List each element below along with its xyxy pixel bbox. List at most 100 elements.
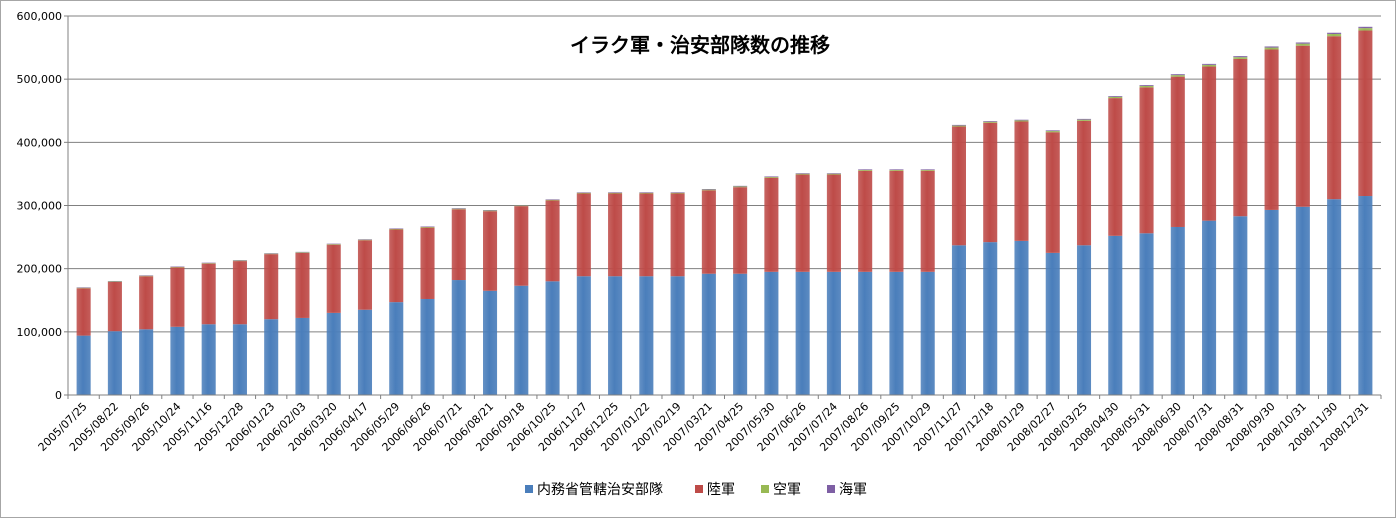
legend-label: 内務省管轄治安部隊 (537, 482, 663, 498)
bar-segment (576, 276, 591, 395)
gridlines (68, 15, 1381, 396)
bar-segment (889, 169, 904, 170)
bar-segment (1295, 206, 1310, 395)
bar-segment (1295, 42, 1310, 44)
bar-segment (545, 200, 560, 282)
bar-segment (170, 267, 185, 327)
bar-segment (107, 281, 122, 282)
bar-segment (1170, 76, 1185, 227)
bar-segment (889, 170, 904, 272)
bar-segment (389, 228, 404, 229)
bar-segment (545, 199, 560, 201)
bars (76, 26, 1373, 395)
bar-segment (264, 254, 279, 320)
bar-segment (1202, 64, 1217, 67)
bar-segment (1045, 252, 1060, 395)
bar-segment (1108, 96, 1123, 99)
bar-segment (1076, 118, 1092, 120)
bar-segment (795, 173, 810, 174)
bar-segment (701, 189, 716, 191)
bar-segment (389, 229, 404, 303)
bar-segment (733, 185, 748, 187)
bar-segment (483, 211, 498, 291)
bar-segment (701, 273, 716, 395)
bar-segment (1170, 226, 1185, 395)
bar-segment (983, 121, 998, 123)
bar-segment (139, 329, 154, 395)
legend: 内務省管轄治安部隊 陸軍 空軍 海軍 (525, 482, 867, 498)
bar-segment (1014, 240, 1029, 395)
y-tick-label: 200,000 (17, 263, 63, 276)
bar-segment (483, 290, 498, 395)
bar-segment (1358, 30, 1373, 197)
bar-segment (701, 190, 716, 274)
bar-segment (1358, 196, 1373, 395)
bar-segment (983, 242, 998, 395)
bar-segment (639, 276, 654, 395)
bar-segment (1264, 49, 1279, 210)
bar-segment (858, 170, 873, 272)
bar-segment (1045, 132, 1060, 253)
bar-segment (514, 285, 529, 395)
bar-segment (1327, 36, 1342, 200)
bar-segment (326, 244, 341, 245)
bar-segment (608, 192, 623, 193)
y-tick-label: 0 (55, 389, 62, 402)
bar-segment (639, 193, 654, 277)
bar-segment (1233, 56, 1248, 58)
bar-segment (1045, 130, 1060, 132)
bar-segment (1233, 57, 1248, 59)
bar-segment (670, 192, 685, 193)
bar-segment (139, 276, 154, 330)
bar-segment (858, 169, 873, 171)
bar-segment (639, 192, 654, 193)
bar-segment (1264, 209, 1279, 395)
y-tick-label: 600,000 (17, 10, 63, 23)
bar-segment (1264, 46, 1279, 48)
bar-segment (1327, 34, 1342, 37)
bar-segment (357, 240, 373, 310)
bar-segment (295, 317, 310, 395)
bar-segment (514, 204, 529, 206)
bar-segment (389, 228, 404, 230)
bar-segment (76, 288, 91, 336)
bar-segment (795, 174, 810, 272)
bar-segment (1014, 121, 1029, 241)
bar-segment (1108, 98, 1123, 236)
bar-segment (983, 122, 998, 243)
legend-swatch (525, 485, 533, 493)
bar-segment (451, 209, 466, 281)
bar-segment (889, 271, 904, 395)
bar-segment (858, 271, 873, 395)
y-tick-label: 300,000 (17, 200, 63, 213)
bar-segment (232, 324, 247, 395)
bar-segment (889, 169, 904, 171)
bar-segment (1076, 245, 1092, 395)
bar-segment (357, 239, 373, 241)
bar-segment (576, 192, 591, 193)
legend-swatch (761, 485, 769, 493)
bar-segment (858, 169, 873, 170)
bar-segment (1076, 120, 1092, 246)
bar-segment (1108, 96, 1123, 97)
bar-segment (951, 124, 966, 126)
bar-segment (1076, 119, 1092, 121)
bar-segment (326, 312, 341, 395)
bar-segment (1202, 66, 1217, 221)
bar-segment (545, 281, 560, 395)
bar-segment (608, 192, 623, 194)
bar-segment (451, 208, 466, 209)
bar-segment (483, 210, 498, 212)
bar-segment (1233, 58, 1248, 217)
bar-segment (389, 302, 404, 395)
y-tick-label: 100,000 (17, 326, 63, 339)
chart-title: イラク軍・治安部隊数の推移 (570, 33, 830, 57)
bar-segment (1295, 45, 1310, 207)
bar-segment (826, 174, 841, 272)
bar-segment (451, 208, 466, 210)
bar-segment (1327, 199, 1342, 395)
bar-segment (701, 189, 716, 190)
bar-segment (1264, 47, 1279, 50)
bar-segment (795, 271, 810, 395)
bar-segment (201, 324, 216, 395)
